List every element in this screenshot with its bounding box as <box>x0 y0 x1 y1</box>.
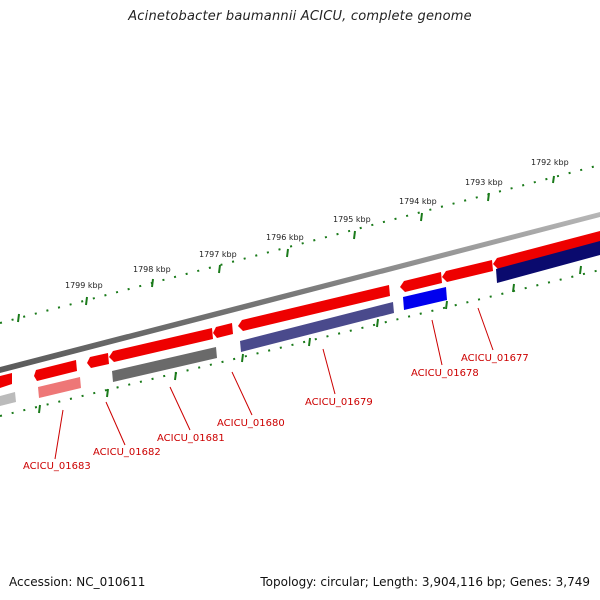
similarity-bar <box>240 302 394 352</box>
gene-arrow <box>213 323 233 338</box>
inner-major-ticks <box>38 265 582 414</box>
gene-label: ACICU_01680 <box>217 418 285 429</box>
similarity-bar <box>0 392 16 406</box>
tick-label: 1797 kbp <box>199 250 237 259</box>
similarity-bar <box>403 287 447 310</box>
gene-arrow <box>87 353 109 368</box>
gene-label: ACICU_01682 <box>93 447 161 458</box>
tick-label: 1792 kbp <box>531 158 569 167</box>
chromosome-backbone <box>0 212 600 373</box>
tick-label: 1794 kbp <box>399 197 437 206</box>
similarity-bar <box>496 241 600 283</box>
similarity-bar <box>38 377 81 398</box>
forward-strand-genes <box>0 231 600 388</box>
tick-label: 1799 kbp <box>65 281 103 290</box>
gene-label: ACICU_01683 <box>23 461 91 472</box>
tick-label: 1796 kbp <box>266 233 304 242</box>
similarity-bar <box>112 347 217 382</box>
gene-arrow <box>0 373 12 388</box>
genome-summary: Topology: circular; Length: 3,904,116 bp… <box>260 575 590 589</box>
similarity-bars <box>0 241 600 406</box>
gene-label: ACICU_01679 <box>305 397 373 408</box>
gene-label: ACICU_01681 <box>157 433 225 444</box>
accession-label: Accession: NC_010611 <box>9 575 146 589</box>
gene-label: ACICU_01678 <box>411 368 479 379</box>
tick-label: 1798 kbp <box>133 265 171 274</box>
gene-arrow <box>109 328 213 362</box>
gene-arrow <box>400 272 442 292</box>
outer-major-ticks <box>17 175 555 323</box>
page-title: Acinetobacter baumannii ACICU, complete … <box>128 9 472 24</box>
gene-label: ACICU_01677 <box>461 353 529 364</box>
label-leaders <box>54 307 494 460</box>
gene-arrow <box>493 231 600 269</box>
gene-arrow <box>238 285 390 331</box>
outer-ruler <box>0 164 600 324</box>
tick-label: 1795 kbp <box>333 215 371 224</box>
tick-label: 1793 kbp <box>465 178 503 187</box>
gene-arrow <box>442 260 493 282</box>
gene-arrow <box>34 360 77 381</box>
